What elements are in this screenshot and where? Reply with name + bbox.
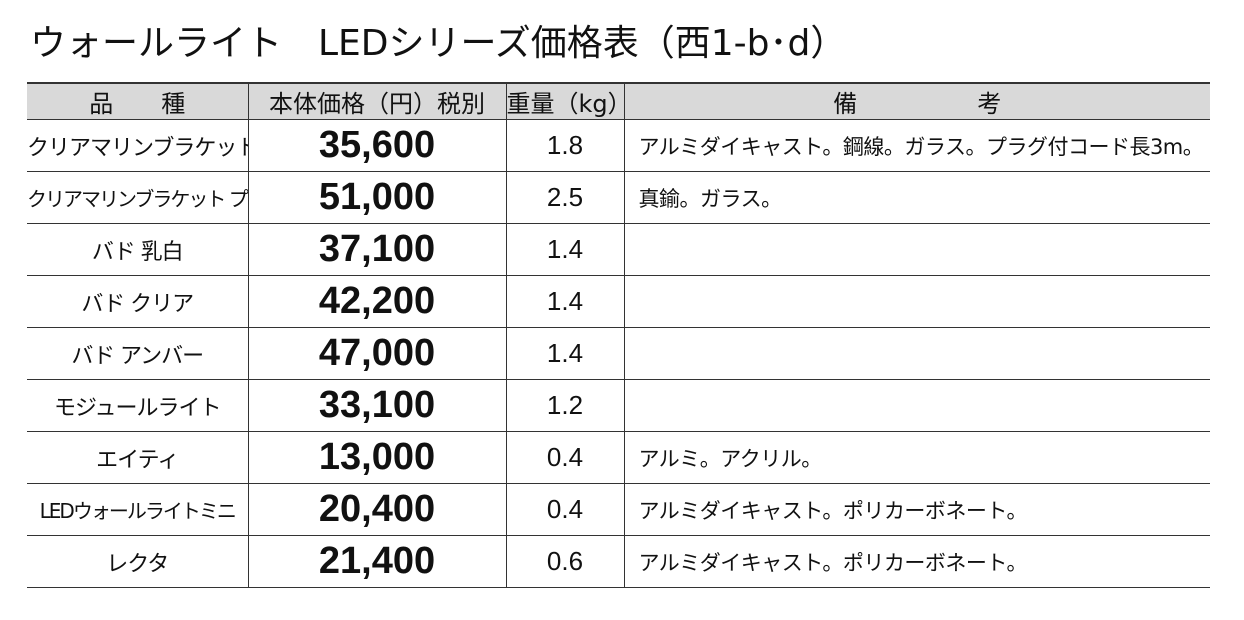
product-notes: 真鍮。ガラス。 [623,171,1210,224]
product-price: 33,100 [247,379,507,432]
product-notes: アルミダイキャスト。ポリカーボネート。 [623,535,1210,588]
product-name: バド 乳白 [27,223,249,276]
product-name: バド アンバー [27,327,249,380]
header-name: 品 種 [27,82,249,120]
table-row: エイティ 13,000 0.4 アルミ。アクリル。 [27,431,1210,484]
product-notes [623,223,1210,276]
product-name: エイティ [27,431,249,484]
header-price: 本体価格（円）税別 [247,82,507,120]
product-weight: 1.4 [505,275,625,328]
product-weight: 1.4 [505,223,625,276]
product-price: 20,400 [247,483,507,536]
product-price: 35,600 [247,119,507,172]
table-row: クリアマリンブラケット プラス 51,000 2.5 真鍮。ガラス。 [27,171,1210,224]
product-notes [623,379,1210,432]
product-weight: 0.6 [505,535,625,588]
product-weight: 1.8 [505,119,625,172]
table-row: バド 乳白 37,100 1.4 [27,223,1210,276]
product-notes [623,275,1210,328]
price-table: 品 種 本体価格（円）税別 重量（kg） 備 考 クリアマリンブラケット 35,… [27,82,1210,588]
product-weight: 1.2 [505,379,625,432]
product-notes: アルミダイキャスト。鋼線。ガラス。プラグ付コード長3m。 [623,119,1210,172]
header-weight: 重量（kg） [505,82,632,120]
table-row: バド アンバー 47,000 1.4 [27,327,1210,380]
product-notes [623,327,1210,380]
product-weight: 2.5 [505,171,625,224]
product-name: LEDウォールライトミニ [27,483,249,536]
product-notes: アルミダイキャスト。ポリカーボネート。 [623,483,1210,536]
product-price: 42,200 [247,275,507,328]
product-weight: 0.4 [505,483,625,536]
product-weight: 1.4 [505,327,625,380]
product-name: バド クリア [27,275,249,328]
product-price: 13,000 [247,431,507,484]
product-notes: アルミ。アクリル。 [623,431,1210,484]
header-notes: 備 考 [623,82,1210,120]
product-name: クリアマリンブラケット プラス [27,171,249,224]
product-name: レクタ [27,535,249,588]
product-price: 21,400 [247,535,507,588]
product-price: 47,000 [247,327,507,380]
product-price: 37,100 [247,223,507,276]
table-row: クリアマリンブラケット 35,600 1.8 アルミダイキャスト。鋼線。ガラス。… [27,119,1210,172]
table-row: レクタ 21,400 0.6 アルミダイキャスト。ポリカーボネート。 [27,535,1210,588]
page-title: ウォールライト LEDシリーズ価格表（西1-b･d） [30,23,847,64]
table-body: クリアマリンブラケット 35,600 1.8 アルミダイキャスト。鋼線。ガラス。… [27,119,1210,588]
product-name: クリアマリンブラケット [27,119,249,172]
header-row: 品 種 本体価格（円）税別 重量（kg） 備 考 [27,82,1210,120]
table-header: 品 種 本体価格（円）税別 重量（kg） 備 考 [27,82,1210,120]
product-weight: 0.4 [505,431,625,484]
table-row: LEDウォールライトミニ 20,400 0.4 アルミダイキャスト。ポリカーボネ… [27,483,1210,536]
product-price: 51,000 [247,171,507,224]
table-row: バド クリア 42,200 1.4 [27,275,1210,328]
product-name: モジュールライト [27,379,249,432]
table-row: モジュールライト 33,100 1.2 [27,379,1210,432]
